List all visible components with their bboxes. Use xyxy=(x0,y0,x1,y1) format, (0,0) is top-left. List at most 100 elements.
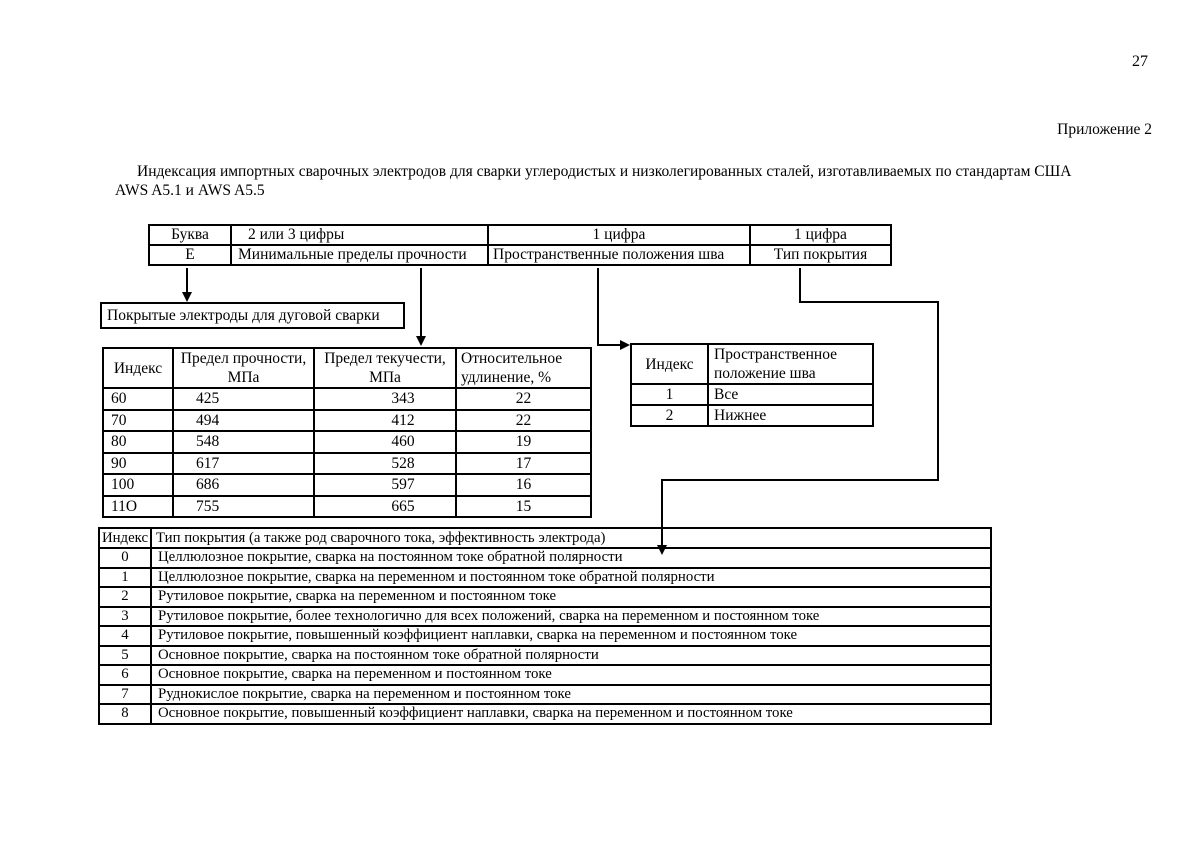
coating-description: Основное покрытие, сварка на постоянном … xyxy=(150,644,992,666)
table-row: 8 Основное покрытие, повышенный коэффици… xyxy=(98,703,992,725)
strength-tensile: 686 xyxy=(172,473,315,497)
arrow-down-icon xyxy=(416,336,426,346)
strength-tensile: 494 xyxy=(172,408,315,432)
code-cell-digits-format: 2 или 3 цифры xyxy=(230,224,489,246)
code-cell-one-digit-b: 1 цифра xyxy=(749,224,892,246)
strength-index: 60 xyxy=(102,387,174,411)
code-table-row-format: Буква 2 или 3 цифры 1 цифра 1 цифра xyxy=(148,224,892,246)
coating-index: 7 xyxy=(98,683,152,705)
intro-paragraph: Индексация импортных сварочных электродо… xyxy=(115,163,1155,200)
table-row: 1 Все xyxy=(630,383,874,406)
strength-yield: 343 xyxy=(313,387,457,411)
coating-description: Рутиловое покрытие, сварка на переменном… xyxy=(150,586,992,608)
strength-index: 80 xyxy=(102,430,174,454)
position-value: Все xyxy=(707,383,874,406)
table-row: 2 Нижнее xyxy=(630,404,874,427)
table-row: 4 Рутиловое покрытие, повышенный коэффиц… xyxy=(98,625,992,647)
strength-elongation: 22 xyxy=(455,408,592,432)
connector-coating-vline-1 xyxy=(799,268,801,303)
strength-yield: 460 xyxy=(313,430,457,454)
arrow-down-icon xyxy=(182,292,192,302)
strength-yield: 665 xyxy=(313,494,457,518)
connector-coating-hline-1 xyxy=(799,301,939,303)
positions-header-index: Индекс xyxy=(630,343,709,385)
intro-line-1: Индексация импортных сварочных электродо… xyxy=(137,163,1072,180)
connector-positions-vline xyxy=(597,268,599,346)
arrow-right-icon xyxy=(620,340,630,350)
table-row: 90 617 528 17 xyxy=(102,451,592,475)
coating-description: Основное покрытие, сварка на переменном … xyxy=(150,664,992,686)
coating-index: 8 xyxy=(98,703,152,725)
table-row: 1 Целлюлозное покрытие, сварка на переме… xyxy=(98,566,992,588)
connector-coating-vline-2 xyxy=(937,301,939,481)
coating-index: 3 xyxy=(98,605,152,627)
table-row: 3 Рутиловое покрытие, более технологично… xyxy=(98,605,992,627)
code-cell-strength-meaning: Минимальные пределы прочности xyxy=(230,244,489,266)
position-index: 1 xyxy=(630,383,709,406)
code-cell-one-digit-a: 1 цифра xyxy=(487,224,751,246)
strength-header-row: Индекс Предел прочности, МПа Предел теку… xyxy=(102,347,592,389)
connector-letter-line xyxy=(186,268,188,295)
positions-header-row: Индекс Пространственное положение шва xyxy=(630,343,874,385)
strength-header-elongation: Относительное удлинение, % xyxy=(455,347,592,389)
appendix-label: Приложение 2 xyxy=(1057,121,1152,138)
table-row: 5 Основное покрытие, сварка на постоянно… xyxy=(98,644,992,666)
code-cell-coating-meaning: Тип покрытия xyxy=(749,244,892,266)
coating-description: Целлюлозное покрытие, сварка на переменн… xyxy=(150,566,992,588)
coating-header-label: Тип покрытия (а также род сварочного ток… xyxy=(150,527,992,549)
strength-tensile: 425 xyxy=(172,387,315,411)
table-row: 80 548 460 19 xyxy=(102,430,592,454)
positions-header-label: Пространственное положение шва xyxy=(707,343,874,385)
table-row: 60 425 343 22 xyxy=(102,387,592,411)
strength-index: 11О xyxy=(102,494,174,518)
strength-tensile: 548 xyxy=(172,430,315,454)
code-cell-letter-format: Буква xyxy=(148,224,232,246)
coating-index: 4 xyxy=(98,625,152,647)
table-row: 0 Целлюлозное покрытие, сварка на постоя… xyxy=(98,547,992,569)
coating-description: Рутиловое покрытие, более технологично д… xyxy=(150,605,992,627)
coating-description: Руднокислое покрытие, сварка на переменн… xyxy=(150,683,992,705)
table-row: 6 Основное покрытие, сварка на переменно… xyxy=(98,664,992,686)
coating-description: Основное покрытие, повышенный коэффициен… xyxy=(150,703,992,725)
strength-elongation: 15 xyxy=(455,494,592,518)
coating-header-index: Индекс xyxy=(98,527,152,549)
coating-description: Целлюлозное покрытие, сварка на постоянн… xyxy=(150,547,992,569)
connector-strength-line xyxy=(420,268,422,338)
strength-index: 90 xyxy=(102,451,174,475)
strength-yield: 597 xyxy=(313,473,457,497)
position-index: 2 xyxy=(630,404,709,427)
strength-elongation: 17 xyxy=(455,451,592,475)
coating-index: 6 xyxy=(98,664,152,686)
coating-index: 1 xyxy=(98,566,152,588)
strength-table: Индекс Предел прочности, МПа Предел теку… xyxy=(102,347,592,518)
table-row: 70 494 412 22 xyxy=(102,408,592,432)
strength-yield: 528 xyxy=(313,451,457,475)
code-cell-letter-e: Е xyxy=(148,244,232,266)
strength-elongation: 22 xyxy=(455,387,592,411)
electrode-code-table: Буква 2 или 3 цифры 1 цифра 1 цифра Е Ми… xyxy=(148,224,892,266)
strength-yield: 412 xyxy=(313,408,457,432)
strength-header-tensile: Предел прочности, МПа xyxy=(172,347,315,389)
connector-coating-vline-3 xyxy=(661,479,663,547)
weld-positions-table: Индекс Пространственное положение шва 1 … xyxy=(630,343,874,427)
strength-header-index: Индекс xyxy=(102,347,174,389)
code-table-row-meaning: Е Минимальные пределы прочности Простран… xyxy=(148,244,892,266)
connector-positions-hline xyxy=(597,344,622,346)
strength-index: 70 xyxy=(102,408,174,432)
arrow-down-icon xyxy=(657,545,667,555)
coating-index: 2 xyxy=(98,586,152,608)
strength-elongation: 16 xyxy=(455,473,592,497)
coating-type-table: Индекс Тип покрытия (а также род сварочн… xyxy=(98,527,992,725)
coating-index: 5 xyxy=(98,644,152,666)
position-value: Нижнее xyxy=(707,404,874,427)
coating-index: 0 xyxy=(98,547,152,569)
table-row: 2 Рутиловое покрытие, сварка на переменн… xyxy=(98,586,992,608)
table-row: 11О 755 665 15 xyxy=(102,494,592,518)
table-row: 7 Руднокислое покрытие, сварка на переме… xyxy=(98,683,992,705)
intro-line-2: AWS A5.1 и AWS A5.5 xyxy=(115,181,265,199)
connector-coating-hline-2 xyxy=(661,479,939,481)
strength-tensile: 755 xyxy=(172,494,315,518)
page-number: 27 xyxy=(1132,53,1148,70)
strength-elongation: 19 xyxy=(455,430,592,454)
